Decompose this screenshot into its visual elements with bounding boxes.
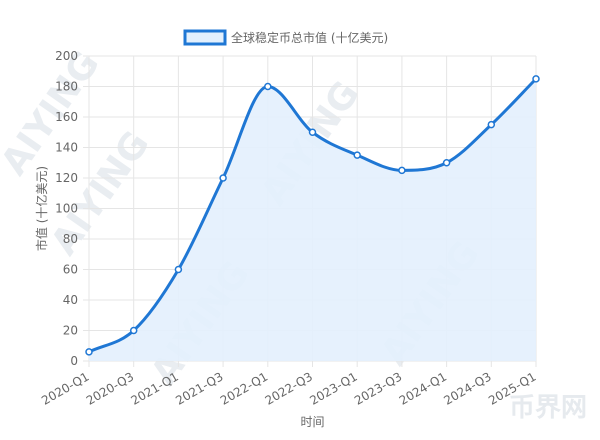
y-tick-label: 80 bbox=[63, 232, 78, 246]
data-point[interactable] bbox=[264, 82, 272, 91]
data-point[interactable] bbox=[353, 151, 361, 159]
y-axis-ticks: 0 20 40 60 80 100 120 140 160 180 200 bbox=[55, 49, 78, 368]
series-area-fill bbox=[89, 78, 536, 361]
legend-swatch bbox=[183, 29, 227, 46]
x-tick-label: 2020-Q1 bbox=[39, 369, 91, 407]
y-tick-label: 40 bbox=[63, 293, 78, 307]
data-point[interactable] bbox=[308, 128, 317, 136]
x-tick-label: 2022-Q1 bbox=[218, 369, 270, 407]
y-tick-label: 20 bbox=[63, 324, 78, 338]
watermark-logo: 币界网 bbox=[509, 393, 587, 423]
y-tick-label: 140 bbox=[55, 141, 78, 155]
data-point[interactable] bbox=[398, 166, 406, 175]
data-point[interactable] bbox=[442, 159, 451, 167]
data-point[interactable] bbox=[85, 348, 93, 356]
y-tick-label: 160 bbox=[55, 110, 78, 124]
y-tick-label: 200 bbox=[55, 49, 78, 63]
x-tick-label: 2024-Q1 bbox=[397, 369, 449, 407]
y-tick-label: 0 bbox=[70, 354, 78, 368]
data-point[interactable] bbox=[487, 120, 496, 129]
data-point[interactable] bbox=[174, 265, 183, 274]
data-points bbox=[85, 75, 540, 356]
x-tick-label: 2020-Q3 bbox=[84, 369, 136, 407]
y-tick-label: 100 bbox=[55, 202, 78, 216]
x-axis-ticks: 2020-Q12020-Q32021-Q12021-Q32022-Q12022-… bbox=[39, 369, 538, 407]
series-line bbox=[88, 77, 538, 354]
watermark-text: AIYING bbox=[0, 44, 108, 183]
x-tick-label: 2023-Q3 bbox=[352, 369, 404, 407]
x-tick-label: 2024-Q3 bbox=[441, 369, 493, 407]
y-tick-label: 180 bbox=[55, 80, 78, 94]
y-tick-label: 60 bbox=[63, 263, 78, 277]
y-axis-title: 市值 (十亿美元) bbox=[34, 166, 49, 251]
data-point[interactable] bbox=[532, 75, 540, 83]
x-tick-label: 2023-Q1 bbox=[307, 369, 359, 407]
data-point[interactable] bbox=[129, 326, 138, 335]
y-tick-label: 120 bbox=[55, 171, 78, 185]
legend-label: 全球稳定币总市值 (十亿美元) bbox=[231, 30, 388, 45]
data-point[interactable] bbox=[219, 174, 227, 182]
x-axis-title: 时间 bbox=[300, 415, 324, 429]
x-tick-label: 2022-Q3 bbox=[263, 369, 315, 407]
legend[interactable]: 全球稳定币总市值 (十亿美元) bbox=[183, 29, 388, 46]
